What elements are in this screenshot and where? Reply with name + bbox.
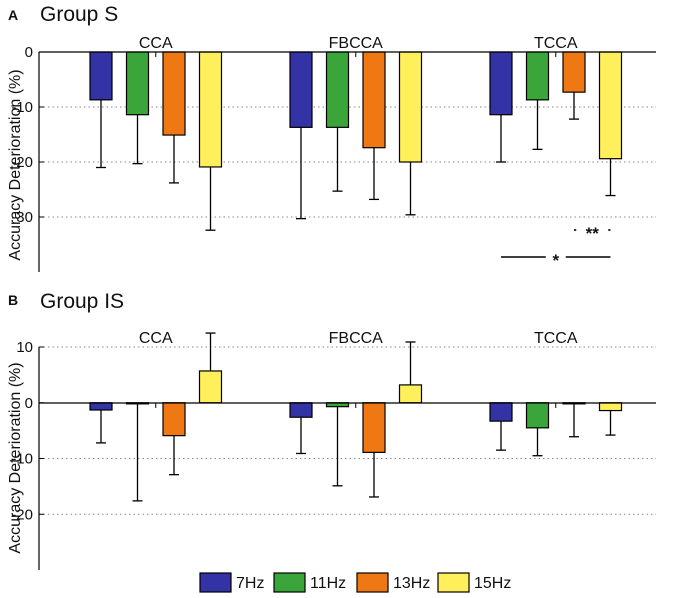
panel-b-category-cca: CCA — [139, 330, 173, 347]
legend-label-7hz: 7Hz — [236, 575, 264, 592]
legend-label-13hz: 13Hz — [393, 575, 430, 592]
panel-a-bar-tcca-11hz — [525, 51, 550, 101]
panel-b-y-tick-label: 0 — [25, 395, 33, 412]
legend-label-11hz: 11Hz — [310, 575, 346, 592]
legend-swatch-13hz — [356, 572, 389, 593]
panel-a-bar-cca-13hz — [162, 51, 186, 136]
panel-b-bar-tcca-15hz — [598, 402, 623, 412]
panel-a-y-tick-labels: 0 -10 -20 -30 — [11, 44, 33, 226]
panel-b-bar-cca-15hz — [198, 370, 223, 404]
panel-b-letter: B — [8, 292, 18, 308]
panel-b-bar-fbcca-13hz — [362, 402, 386, 453]
legend-swatch-7hz — [199, 572, 232, 593]
panel-a-bar-fbcca-7hz — [289, 51, 313, 128]
panel-a-bar-tcca-13hz — [562, 51, 586, 93]
panel-b-group-is: B Group IS Accuracy Deterioration (%) 10… — [7, 290, 656, 570]
significance-label-single-star: * — [552, 251, 559, 270]
panel-a-bar-fbcca-11hz — [325, 51, 350, 128]
panel-b-bars — [89, 370, 623, 453]
panel-a-error-bars — [96, 92, 616, 231]
panel-b-y-tick-label: 10 — [16, 339, 33, 356]
panel-b-axes — [38, 346, 656, 570]
legend-swatch-11hz — [273, 572, 306, 593]
panel-a-bars — [89, 51, 623, 168]
panel-a-category-fbcca: FBCCA — [329, 35, 384, 52]
panel-b-bar-cca-13hz — [162, 402, 186, 437]
panel-b-y-axis-label: Accuracy Deterioration (%) — [7, 362, 24, 553]
panel-b-category-tcca: TCCA — [534, 330, 578, 347]
panel-a-axes — [38, 51, 656, 272]
panel-a-y-tick-label: -30 — [11, 209, 33, 226]
panel-a-category-cca: CCA — [139, 35, 173, 52]
legend-label-15hz: 15Hz — [474, 575, 511, 592]
panel-a-bar-cca-15hz — [198, 51, 223, 168]
panel-a-bar-tcca-7hz — [489, 51, 513, 116]
panel-a-bar-fbcca-13hz — [362, 51, 386, 149]
panel-b-y-tick-labels: 10 0 -10 -20 — [11, 339, 33, 523]
panel-b-category-fbcca: FBCCA — [329, 330, 384, 347]
panel-a-bar-cca-7hz — [89, 51, 113, 101]
panel-a-grid — [39, 106, 656, 218]
panel-a-bar-tcca-15hz — [598, 51, 623, 160]
panel-a-y-tick-label: -20 — [11, 154, 33, 171]
panel-a-title: Group S — [40, 3, 118, 26]
panel-a-group-s: A Group S Accuracy Deterioration (%) 0 -1… — [7, 3, 656, 272]
significance-bracket-single-star: * — [501, 251, 611, 270]
legend: 7Hz 11Hz 13Hz 15Hz — [199, 572, 511, 593]
panel-a-letter: A — [8, 7, 18, 23]
panel-b-title: Group IS — [40, 290, 124, 313]
panel-b-y-tick-label: -20 — [11, 506, 33, 523]
panel-b-bar-tcca-7hz — [489, 402, 513, 422]
panel-b-bar-cca-7hz — [89, 402, 113, 411]
panel-b-error-bars — [96, 332, 616, 502]
significance-bracket-double-star: ** — [574, 224, 611, 243]
panel-a-y-axis-label: Accuracy Deterioration (%) — [7, 69, 24, 260]
panel-a-y-tick-label: 0 — [25, 44, 33, 61]
panel-b-bar-fbcca-15hz — [398, 384, 423, 404]
significance-label-double-star: ** — [586, 224, 600, 243]
panel-a-bar-fbcca-15hz — [398, 51, 423, 163]
panel-b-bar-tcca-11hz — [525, 402, 550, 429]
panel-b-bar-fbcca-7hz — [289, 402, 313, 418]
panel-a-category-tcca: TCCA — [534, 35, 578, 52]
panel-a-y-tick-label: -10 — [11, 99, 33, 116]
panel-a-bar-cca-11hz — [125, 51, 150, 116]
legend-swatch-15hz — [437, 572, 470, 593]
panel-b-grid — [39, 346, 656, 515]
panel-b-y-tick-label: -10 — [11, 451, 33, 468]
